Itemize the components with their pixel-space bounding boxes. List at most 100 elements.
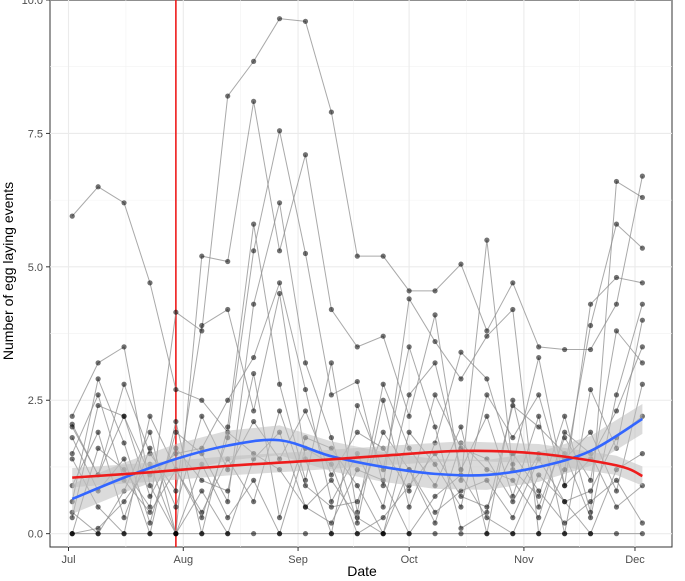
data-point	[613, 531, 620, 537]
y-tick-label: 10.0	[22, 0, 43, 7]
data-point	[95, 531, 101, 537]
x-tick-label: Nov	[514, 554, 534, 566]
data-point	[328, 306, 334, 313]
data-point	[587, 488, 594, 494]
data-point	[225, 531, 231, 537]
data-point	[432, 338, 438, 345]
data-point	[354, 344, 360, 350]
data-point	[613, 408, 620, 414]
data-point	[432, 288, 438, 294]
data-point	[121, 381, 127, 387]
data-point	[69, 213, 75, 219]
data-point	[536, 413, 542, 419]
data-point	[587, 322, 594, 329]
data-point	[639, 173, 645, 179]
data-point	[199, 515, 205, 521]
data-point	[225, 488, 231, 494]
data-point	[432, 520, 438, 526]
data-point	[121, 456, 127, 462]
data-point	[458, 525, 464, 531]
y-axis-ticks: 0.0 2.5 5.0 7.5 10.0	[22, 0, 50, 541]
data-point	[328, 109, 334, 115]
data-point	[354, 378, 360, 385]
data-point	[510, 306, 516, 313]
data-point	[380, 397, 386, 403]
red-smooth-ribbon	[72, 441, 643, 488]
data-point	[406, 296, 412, 302]
data-point	[199, 477, 205, 483]
data-point	[69, 456, 75, 462]
data-point	[587, 509, 594, 515]
data-point	[251, 301, 257, 307]
data-point	[354, 531, 360, 537]
data-point	[639, 194, 645, 201]
data-point	[406, 392, 412, 398]
data-point	[536, 504, 542, 510]
data-point	[147, 445, 153, 451]
data-point	[510, 515, 516, 521]
data-point	[354, 429, 360, 435]
data-point	[225, 93, 231, 99]
data-point	[354, 253, 360, 259]
smooth-layer	[71, 403, 644, 514]
data-point	[484, 504, 490, 510]
data-point	[276, 531, 283, 537]
data-point	[613, 178, 620, 185]
data-point	[95, 525, 101, 531]
data-point	[302, 531, 309, 537]
data-point	[613, 392, 620, 398]
data-point	[147, 493, 153, 499]
data-point	[276, 290, 283, 297]
data-point	[121, 515, 127, 521]
data-point	[484, 392, 490, 398]
data-point	[69, 515, 75, 521]
data-point	[302, 250, 309, 257]
data-point	[406, 429, 412, 435]
data-point	[484, 333, 490, 339]
data-point	[328, 520, 334, 526]
data-point	[406, 504, 412, 510]
data-point	[276, 515, 283, 521]
x-tick-label: Aug	[173, 554, 193, 566]
data-point	[121, 200, 127, 206]
data-point	[639, 317, 645, 323]
data-point	[95, 429, 101, 435]
data-point	[328, 435, 334, 441]
data-point	[199, 531, 205, 537]
data-point	[562, 435, 568, 441]
data-point	[173, 429, 179, 435]
data-point	[613, 274, 620, 281]
data-point	[380, 515, 386, 521]
data-point	[69, 421, 75, 427]
data-point	[328, 531, 334, 537]
data-point	[328, 392, 334, 398]
data-point	[458, 424, 464, 430]
data-point	[587, 346, 594, 353]
data-point	[225, 306, 231, 313]
data-point	[69, 435, 75, 441]
data-point	[199, 328, 205, 334]
data-point	[406, 288, 412, 294]
y-tick-label: 2.5	[28, 395, 43, 407]
data-point	[380, 531, 386, 537]
y-tick-label: 7.5	[28, 128, 43, 140]
data-point	[199, 488, 205, 494]
data-point	[484, 531, 490, 537]
data-point	[639, 360, 645, 366]
x-tick-label: Oct	[401, 554, 418, 566]
data-point	[276, 128, 283, 134]
data-point	[95, 360, 101, 366]
data-point	[432, 392, 438, 398]
data-point	[95, 392, 101, 398]
data-point	[302, 477, 309, 483]
data-point	[251, 221, 257, 227]
data-point	[510, 402, 516, 409]
data-point	[639, 245, 645, 251]
data-point	[510, 499, 516, 505]
data-point	[251, 477, 257, 483]
data-point	[251, 531, 257, 537]
data-point	[484, 328, 490, 334]
data-point	[354, 483, 360, 489]
data-point	[95, 376, 101, 382]
data-point	[225, 515, 231, 521]
